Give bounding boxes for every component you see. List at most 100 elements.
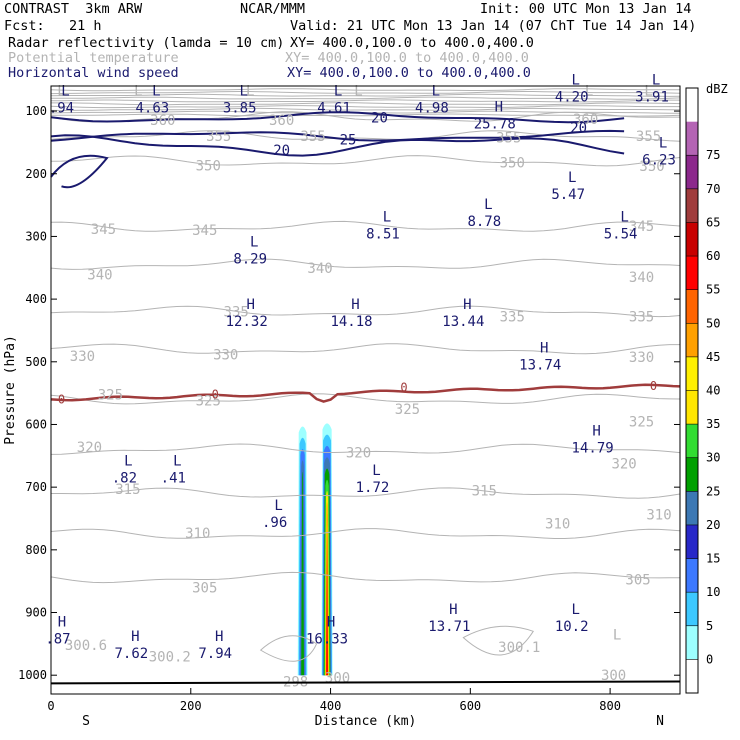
wind-extreme-value: 14.79 [572,440,614,456]
theta-line [50,528,681,539]
wind-extreme-value: 6.23 [642,153,676,169]
theta-label: 355 [206,129,231,145]
x-axis-label: Distance (km) [315,714,417,729]
wind-extreme-value: 4.98 [415,101,449,117]
colorbar-label: 5 [706,619,713,633]
wind-extreme-marker: L [152,84,160,100]
y-tick-label: 1000 [18,668,47,682]
theta-label: 340 [87,268,112,284]
theta-label: 320 [346,446,371,462]
theta-label: 300.2 [149,649,191,665]
freezing-label: 0 [58,392,65,406]
wind-line [50,154,109,189]
theta-line [51,487,681,499]
wind-extreme-value: 8.78 [467,214,501,230]
wind-extreme-marker: L [334,84,342,100]
wind-extreme-value: 7.94 [198,646,232,662]
y-tick-label: 100 [25,104,47,118]
theta-label: 300 [325,671,350,687]
wind-extreme-marker: H [327,615,335,631]
freezing-level [50,383,681,403]
wind-extreme-value: .94 [49,101,74,117]
wind-extreme-value: 14.18 [330,314,372,330]
wind-extreme-value: 13.74 [519,358,561,374]
theta-label: 300.1 [498,640,540,656]
theta-label: 325 [629,414,654,430]
theta-line [50,155,681,167]
wind-extreme-value: .41 [161,470,186,486]
field-1-name: Radar reflectivity (lamda = 10 cm) [8,35,285,51]
wind-extreme-marker: L [652,72,660,88]
field-3-name: Horizontal wind speed [8,65,179,81]
colorbar-swatch [686,356,698,391]
theta-line [50,130,681,142]
wind-extreme-marker: L [124,453,132,469]
y-tick-label: 300 [25,229,47,243]
theta-line [51,113,681,117]
y-tick-label: 800 [25,543,47,557]
theta-line [50,305,681,318]
wind-extreme-marker: H [131,629,139,645]
valid-time: Valid: 21 UTC Mon 13 Jan 14 (07 ChT Tue … [290,18,697,34]
theta-line [50,88,680,92]
colorbar-label: 55 [706,283,720,297]
theta-contours [50,88,681,662]
theta-label: 320 [77,440,102,456]
field-2-name: Potential temperature [8,50,179,66]
theta-label: 355 [300,129,325,145]
direction-south: S [82,714,90,729]
theta-label: 330 [213,347,238,363]
wind-extreme-value: 25.78 [474,116,516,132]
field-3-xy: XY= 400.0,100.0 to 400.0,400.0 [287,65,531,81]
freezing-level-line [50,383,681,403]
theta-label: 360 [573,112,598,128]
colorbar-label: 65 [706,215,720,229]
org-label: NCAR/MMM [240,1,306,17]
colorbar-label: 75 [706,148,720,162]
wind-extreme-value: 5.47 [551,187,585,203]
theta-label: 315 [472,483,497,499]
colorbar-swatch [686,323,698,357]
wind-extreme-value: 3.85 [223,101,257,117]
theta-label: 345 [91,222,116,238]
field-2-xy: XY= 400.0,100.0 to 400.0,400.0 [285,50,529,66]
theta-label: 325 [196,394,221,410]
wind-extreme-value: 8.29 [233,252,267,268]
forecast-hour: Fcst: 21 h [4,18,102,34]
wind-extreme-marker: L [432,84,440,100]
wind-extreme-marker: L [274,498,282,514]
wind-extreme-marker: H [495,99,503,115]
wind-contour-label: 20 [570,120,587,136]
y-tick-label: 400 [25,292,47,306]
colorbar-swatch [686,625,698,660]
freezing-label: 0 [650,379,657,393]
wind-extreme-value: 1.72 [356,480,390,496]
wind-extreme-marker: H [246,297,254,313]
theta-extreme-marker: L [585,83,593,99]
y-tick-label: 900 [25,606,47,620]
y-tick-label: 700 [25,480,47,494]
theta-label: 335 [224,305,249,321]
theta-label: 315 [115,482,140,498]
theta-label: 310 [185,526,210,542]
wind-extreme-value: 12.32 [226,314,268,330]
colorbar-swatch [686,659,698,693]
theta-line [462,625,534,656]
wind-extreme-value: 7.62 [115,646,149,662]
terrain-line [50,680,681,685]
theta-extreme-marker: L [134,83,142,99]
theta-label: 320 [611,456,636,472]
theta-label: 355 [636,129,661,145]
init-time: Init: 00 UTC Mon 13 Jan 14 [480,1,692,17]
theta-line [50,343,680,355]
colorbar-label: 0 [706,652,713,666]
y-axis-label: Pressure (hPa) [3,335,18,445]
colorbar-swatch [686,524,698,559]
theta-line [50,258,681,270]
wind-extreme-value: 4.63 [135,101,169,117]
wind-extreme-marker: L [173,453,181,469]
wind-extreme-marker: H [592,423,600,439]
theta-line [50,571,681,584]
wind-extreme-value: 13.71 [428,619,470,635]
x-tick-label: 600 [459,699,481,713]
